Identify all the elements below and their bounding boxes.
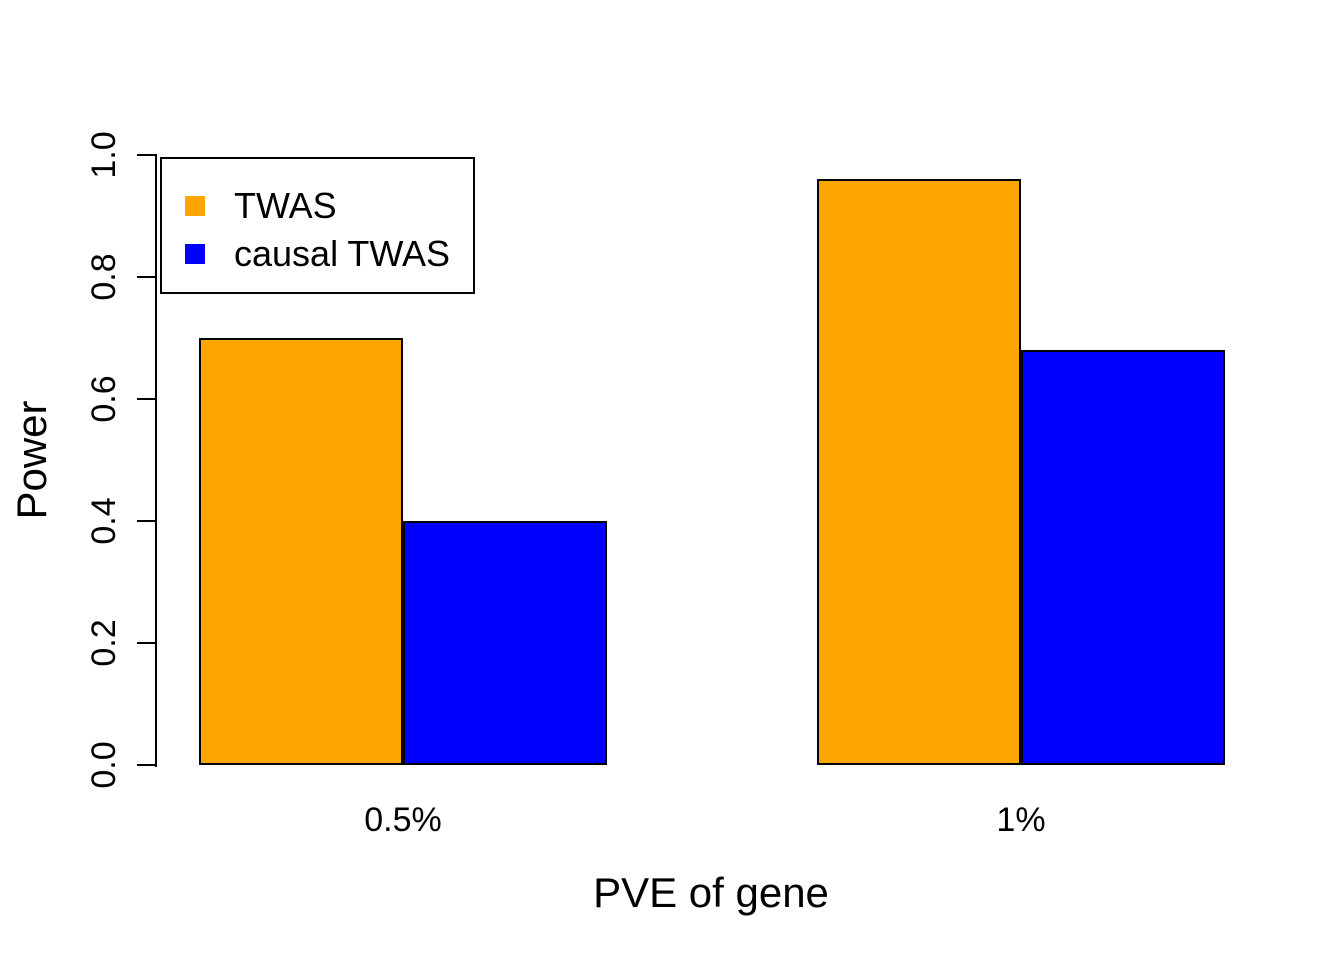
- y-tick-0.4: [137, 520, 156, 522]
- y-tick-label-0.6: 0.6: [85, 375, 123, 423]
- bar-twas-1%: [817, 179, 1021, 765]
- y-tick-label-0.4: 0.4: [85, 497, 123, 545]
- legend: TWAS causal TWAS: [160, 157, 475, 294]
- legend-swatch-twas: [185, 196, 205, 216]
- y-tick-label-0.8: 0.8: [85, 253, 123, 301]
- y-tick-label-0.0: 0.0: [85, 741, 123, 789]
- y-axis-title: Power: [8, 400, 55, 520]
- y-tick-0.0: [137, 764, 156, 766]
- legend-label-twas: TWAS: [234, 185, 337, 226]
- y-tick-0.6: [137, 398, 156, 400]
- y-tick-label-0.2: 0.2: [85, 619, 123, 667]
- y-tick-1.0: [137, 154, 156, 156]
- x-axis-title: PVE of gene: [593, 869, 829, 916]
- legend-entry-causal-twas: causal TWAS: [162, 230, 473, 278]
- y-tick-0.8: [137, 276, 156, 278]
- y-tick-0.2: [137, 642, 156, 644]
- legend-swatch-causal-twas: [185, 244, 205, 264]
- legend-label-causal-twas: causal TWAS: [234, 233, 451, 274]
- y-tick-label-1.0: 1.0: [85, 131, 123, 179]
- legend-entry-twas: TWAS: [162, 182, 473, 230]
- x-category-label-1%: 1%: [996, 801, 1046, 839]
- bar-twas-0.5%: [199, 338, 403, 765]
- x-category-label-0.5%: 0.5%: [364, 801, 442, 839]
- y-axis-line: [155, 154, 157, 767]
- bar-causal-twas-0.5%: [403, 521, 607, 765]
- bar-causal-twas-1%: [1021, 350, 1225, 765]
